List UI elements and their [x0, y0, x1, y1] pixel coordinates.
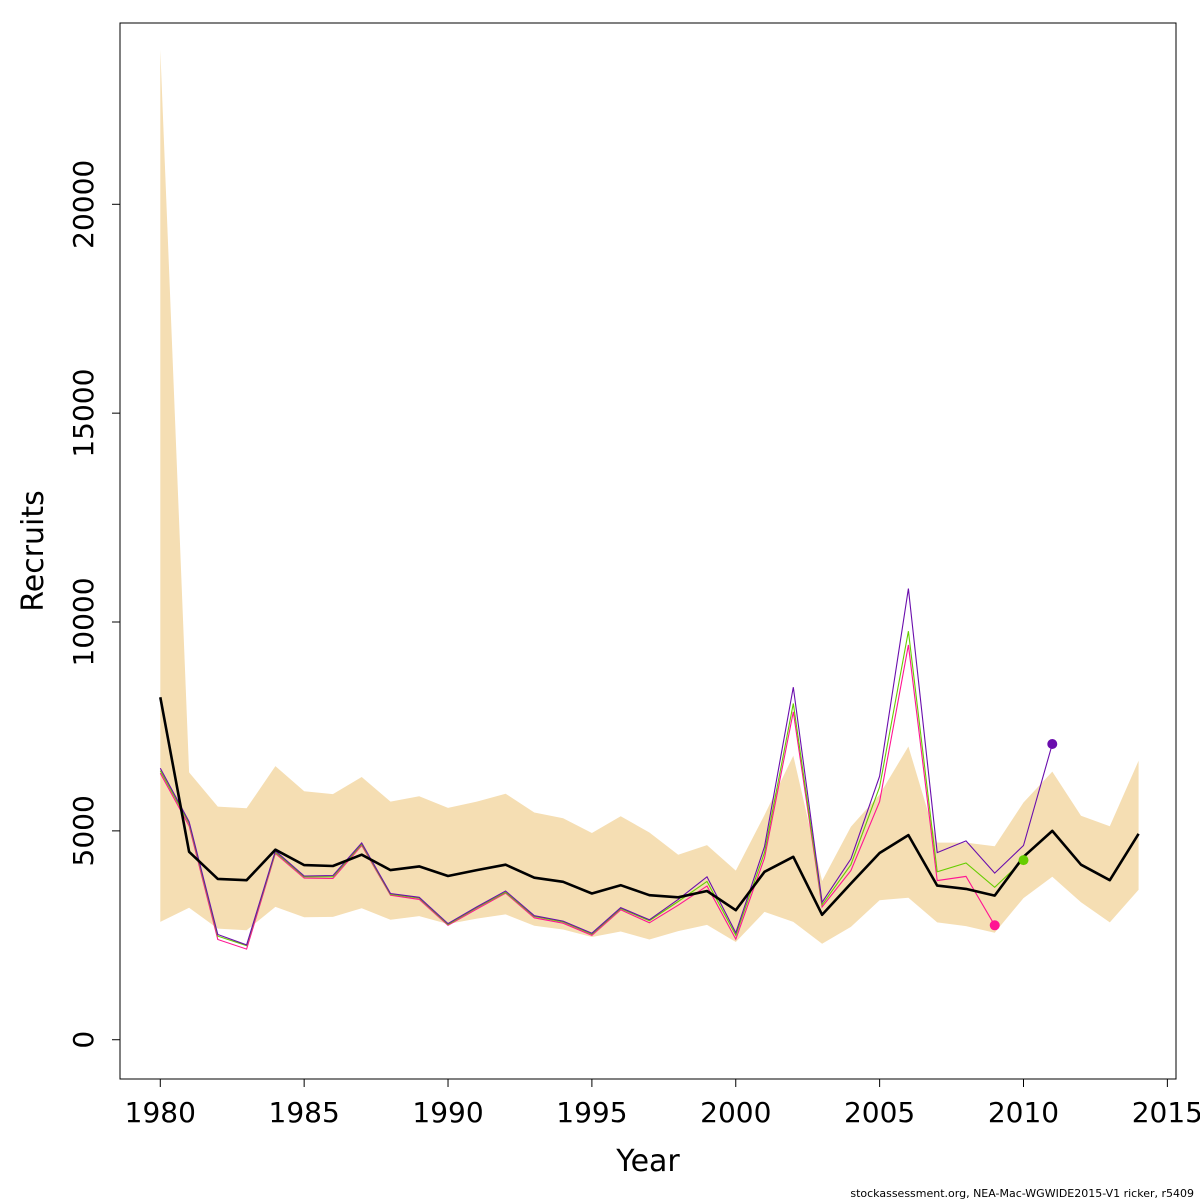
- confidence-band-area: [160, 49, 1139, 944]
- retro-line-1: [159, 644, 996, 950]
- estimate-line: [159, 696, 1140, 917]
- source-footnote: stockassessment.org, NEA-Mac-WGWIDE2015-…: [850, 1187, 1194, 1200]
- x-tick-label: 2000: [700, 1096, 771, 1129]
- estimate-series: [159, 696, 1140, 917]
- retro-endpoint-3: [1047, 738, 1058, 749]
- retro-line-2: [159, 631, 1024, 947]
- retro-line-3: [159, 588, 1053, 946]
- y-axis-title: Recruits: [16, 490, 51, 612]
- confidence-band: [160, 49, 1139, 944]
- y-tick-label: 5000: [67, 795, 100, 866]
- x-tick-label: 1985: [269, 1096, 340, 1129]
- x-tick-label: 2015: [1132, 1096, 1200, 1129]
- y-tick-label: 15000: [67, 369, 100, 458]
- x-tick-label: 1995: [556, 1096, 627, 1129]
- x-tick-label: 2005: [844, 1096, 915, 1129]
- y-axis: 0 5000 10000 15000 20000: [67, 160, 121, 1049]
- y-tick-label: 20000: [67, 160, 100, 249]
- retro-endpoint-2: [1018, 855, 1029, 866]
- x-axis-title: Year: [615, 1144, 680, 1179]
- y-tick-label: 0: [67, 1031, 100, 1049]
- x-axis: 1980 1985 1990 1995 2000 2005 2010 2015: [125, 1078, 1200, 1129]
- x-tick-label: 2010: [988, 1096, 1059, 1129]
- x-tick-label: 1980: [125, 1096, 196, 1129]
- x-tick-label: 1990: [412, 1096, 483, 1129]
- retro-endpoint-1: [989, 920, 1000, 931]
- retrospective-series: [159, 588, 1053, 950]
- series-endpoints: [989, 738, 1058, 931]
- y-tick-label: 10000: [67, 577, 100, 666]
